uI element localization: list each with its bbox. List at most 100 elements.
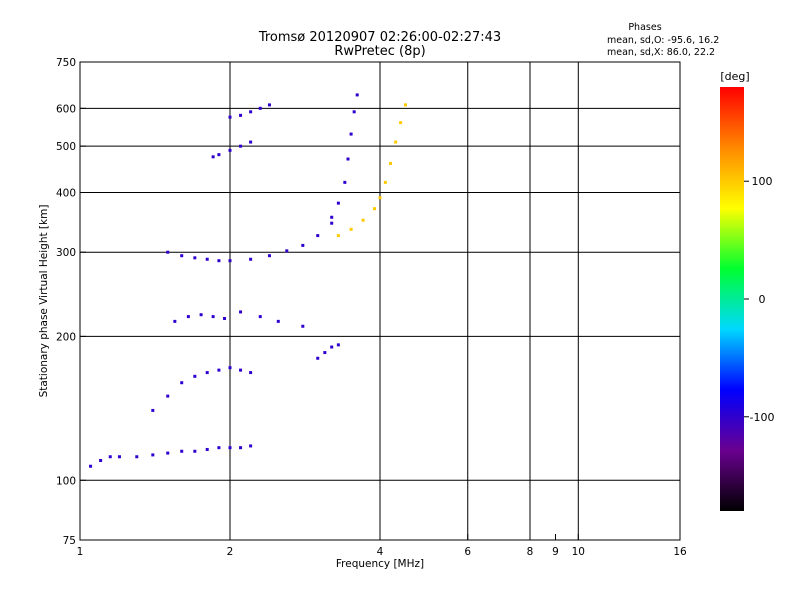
colorbar-tick-label: 100: [752, 175, 773, 188]
data-point: [276, 319, 280, 323]
stats-line-x: mean, sd,X: 86.0, 22.2: [607, 47, 715, 58]
data-point: [403, 103, 407, 107]
data-point: [211, 155, 215, 159]
y-tick-label: 200: [56, 331, 76, 343]
data-point: [117, 455, 121, 459]
x-tick-label: 6: [464, 546, 471, 558]
data-point: [166, 451, 170, 455]
data-point: [186, 315, 190, 319]
data-point: [316, 234, 320, 238]
data-point: [336, 343, 340, 347]
data-point: [205, 371, 209, 375]
data-point: [199, 313, 203, 317]
data-point: [166, 250, 170, 254]
data-point: [228, 446, 232, 450]
x-tick-label: 16: [673, 546, 687, 558]
data-point: [217, 446, 221, 450]
data-point: [399, 121, 403, 125]
data-point: [352, 110, 356, 114]
colorbar-tick-label: 0: [759, 293, 766, 306]
data-point: [239, 113, 243, 117]
x-tick-label: 8: [527, 546, 534, 558]
data-point: [301, 324, 305, 328]
stats-line-o: mean, sd,O: -95.6, 16.2: [607, 35, 719, 46]
data-point: [217, 153, 221, 157]
stats-heading: Phases: [628, 22, 661, 33]
data-point: [228, 366, 232, 370]
data-point: [173, 319, 177, 323]
data-point: [180, 449, 184, 453]
data-point: [343, 180, 347, 184]
data-point: [135, 455, 139, 459]
data-point: [336, 234, 340, 238]
data-point: [180, 381, 184, 385]
x-axis-label: Frequency [MHz]: [336, 558, 424, 570]
data-point: [228, 148, 232, 152]
data-point: [193, 449, 197, 453]
data-point: [205, 447, 209, 451]
data-point: [323, 351, 327, 355]
data-point: [285, 249, 289, 253]
y-tick-label: 75: [63, 535, 76, 547]
data-point: [151, 408, 155, 412]
data-point: [336, 201, 340, 205]
chart-title: Tromsø 20120907 02:26:00-02:27:43: [258, 30, 501, 45]
data-point: [267, 254, 271, 258]
data-point: [258, 106, 262, 110]
colorbar: [720, 87, 744, 511]
data-point: [228, 259, 232, 263]
data-point: [249, 110, 253, 114]
data-point: [383, 180, 387, 184]
data-point: [180, 254, 184, 258]
grid-lines: [80, 62, 680, 540]
data-point: [394, 140, 398, 144]
data-point: [330, 345, 334, 349]
data-point: [193, 374, 197, 378]
y-tick-label: 400: [56, 187, 76, 199]
y-axis-label: Stationary phase Virtual Height [km]: [38, 205, 50, 398]
data-point: [389, 161, 393, 165]
y-tick-label: 300: [56, 247, 76, 259]
data-point: [373, 207, 377, 211]
axis-ticks: 1 2 4 6 8 9 10 16 75 100 200 300 400 500 600 750: [56, 57, 687, 558]
colorbar-ticks: 100 0 -100: [744, 175, 774, 424]
data-point: [205, 257, 209, 261]
data-point: [249, 371, 253, 375]
data-point: [346, 157, 350, 161]
data-point: [228, 115, 232, 119]
data-point: [267, 103, 271, 107]
colorbar-label: [deg]: [720, 70, 749, 83]
data-point: [99, 458, 103, 462]
data-point: [239, 368, 243, 372]
data-point: [249, 257, 253, 261]
data-point: [166, 394, 170, 398]
data-point: [217, 259, 221, 263]
data-point: [108, 455, 112, 459]
colorbar-tick-label: -100: [750, 411, 775, 424]
data-point: [211, 315, 215, 319]
data-point: [349, 227, 353, 231]
data-point: [193, 256, 197, 260]
data-point: [378, 196, 382, 200]
data-point: [249, 444, 253, 448]
data-point: [89, 464, 93, 468]
data-point: [355, 93, 359, 97]
data-point: [239, 144, 243, 148]
data-point: [239, 310, 243, 314]
x-tick-label: 2: [227, 546, 234, 558]
y-tick-label: 100: [56, 475, 76, 487]
x-tick-label: 9: [552, 546, 559, 558]
y-tick-label: 600: [56, 103, 76, 115]
data-point: [361, 218, 365, 222]
data-point: [249, 140, 253, 144]
data-point: [349, 132, 353, 136]
data-point: [301, 243, 305, 247]
y-tick-label: 500: [56, 141, 76, 153]
x-tick-label: 4: [377, 546, 384, 558]
data-point: [316, 356, 320, 360]
data-points: [89, 93, 407, 468]
x-tick-label: 10: [572, 546, 585, 558]
data-point: [217, 368, 221, 372]
data-point: [330, 215, 334, 219]
